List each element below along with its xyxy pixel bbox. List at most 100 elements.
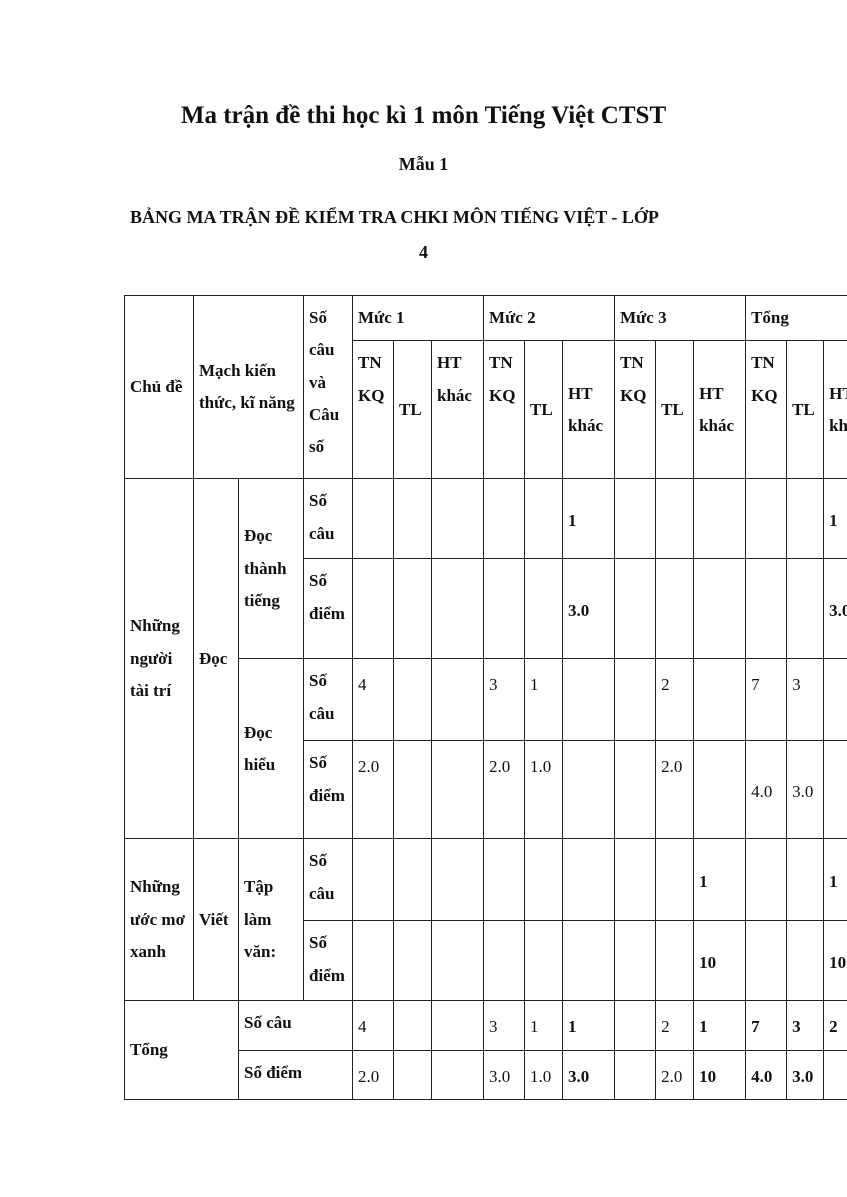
subheader-tn-kq: TN KQ [614,340,657,480]
value-cell: 2.0 [655,740,695,840]
value-cell: 10 [823,920,847,1002]
table-row: Số điểm 3.0 3.0 [125,558,847,660]
table-row: Số điểm 2.0 2.0 1.0 2.0 4.0 3.0 [125,740,847,840]
skill-cell: Đọc hiểu [238,658,304,840]
value-cell [430,838,485,922]
table-row: Những ước mơ xanh Viết Tập làm văn: Số câu 1… [124,838,847,1002]
value-cell [655,838,695,922]
value-cell: 2.0 [483,740,526,840]
value-cell: 3.0 [786,740,825,840]
value-cell [524,920,564,1002]
value-cell [614,1049,657,1100]
value-cell [693,740,747,840]
value-cell: 4.0 [745,740,788,840]
subheader-tl: TL [524,340,564,480]
value-cell [655,920,695,1002]
value-cell: 4.0 [745,1049,788,1100]
value-cell [393,658,432,742]
header-mach: Mạch kiến thức, kĩ năng [193,294,304,480]
value-cell [430,1049,485,1100]
value-cell [693,478,747,560]
value-cell [655,478,695,560]
row-label-cell: Số điểm [238,1049,353,1100]
value-cell [693,658,747,742]
value-cell: 3.0 [483,1049,526,1100]
subheader-ht-khac: HT khác [823,340,847,480]
value-cell: 7 [745,1000,788,1051]
subheader-ht-khac: HT khác [693,340,747,480]
value-cell [430,658,485,742]
value-cell: 2 [823,1000,847,1051]
value-cell: 1 [524,1000,564,1051]
header-so-cau: Số câu và Câu số [303,294,353,480]
value-cell [524,478,564,560]
row-label-cell: Số câu [238,1000,353,1051]
value-cell: 1 [693,1000,747,1051]
value-cell [562,658,616,742]
value-cell [430,478,485,560]
value-cell [393,558,432,660]
value-cell [786,558,825,660]
value-cell [430,740,485,840]
row-label-cell: Số điểm [303,558,353,660]
value-cell [393,1049,432,1100]
topic-cell: Những ước mơ xanh [124,838,194,1002]
value-cell: 1 [562,1000,616,1051]
row-label-cell: Số điểm [303,920,353,1002]
value-cell [352,478,394,560]
value-cell [393,1000,432,1051]
value-cell: 3.0 [823,558,847,660]
value-cell [786,920,825,1002]
value-cell [786,838,825,922]
value-cell: 3.0 [786,1049,825,1100]
value-cell: 2 [655,1000,695,1051]
row-label-cell: Số câu [303,658,353,742]
value-cell: 3.0 [562,1049,616,1100]
value-cell [823,1049,847,1100]
value-cell: 10 [693,920,747,1002]
header-level-1: Mức 1 [351,294,485,342]
table-heading: BẢNG MA TRẬN ĐỀ KIỂM TRA CHKI MÔN TIẾNG … [130,207,659,227]
value-cell: 1 [524,658,564,742]
value-cell [655,558,695,660]
subheader-tn-kq: TN KQ [352,340,394,480]
value-cell: 1.0 [524,740,564,840]
value-cell [483,558,526,660]
value-cell [393,838,432,922]
value-cell [614,920,657,1002]
matrix-table: Chủ đề Mạch kiến thức, kĩ năng Số câu và… [124,294,847,1100]
value-cell: 2 [655,658,695,742]
value-cell [430,920,485,1002]
subheader-tl: TL [393,340,432,480]
subheader-tn-kq: TN KQ [745,340,788,480]
subheader-tl: TL [786,340,825,480]
row-label-cell: Số điểm [303,740,353,840]
value-cell [393,478,432,560]
header-total: Tổng [745,294,847,342]
value-cell [483,478,526,560]
value-cell [430,558,485,660]
header-level-3: Mức 3 [614,294,747,342]
value-cell: 1 [562,478,616,560]
total-label-cell: Tổng [124,1000,239,1100]
row-label-cell: Số câu [303,838,353,922]
value-cell [745,558,788,660]
header-level-2: Mức 2 [483,294,616,342]
value-cell: 2.0 [655,1049,695,1100]
table-heading-grade: 4 [419,242,428,262]
value-cell [614,558,657,660]
strand-cell: Viết [193,838,239,1002]
value-cell [614,478,657,560]
value-cell: 2.0 [352,740,394,840]
row-label-cell: Số câu [303,478,353,560]
value-cell [693,558,747,660]
value-cell [524,558,564,660]
value-cell [614,658,657,742]
value-cell: 1 [693,838,747,922]
document-title: Ma trận đề thi học kì 1 môn Tiếng Việt C… [180,102,667,129]
table-row: Số điểm 10 10 [125,920,847,1002]
value-cell: 3 [786,658,825,742]
skill-cell: Đọc thành tiếng [238,478,304,660]
table-row: Những người tài trí Đọc Đọc thành tiếng Số … [124,478,847,840]
value-cell: 3 [483,1000,526,1051]
